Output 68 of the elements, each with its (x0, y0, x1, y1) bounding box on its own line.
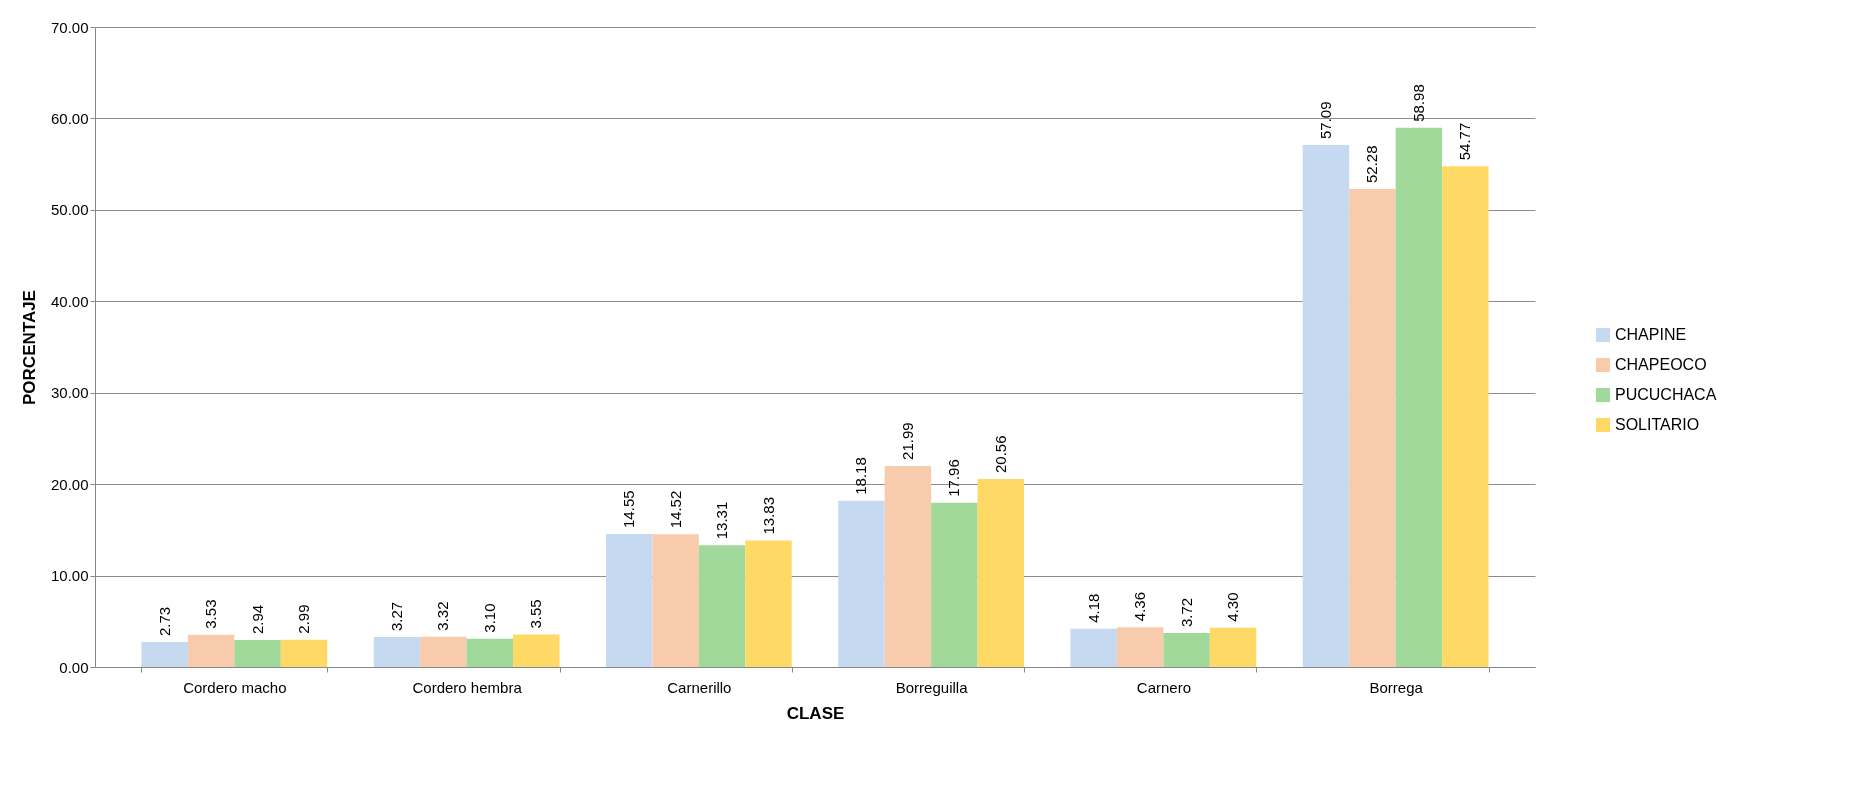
x-tick-label: Borreguilla (895, 678, 969, 696)
data-label: 13.83 (759, 497, 777, 535)
bar (605, 533, 653, 667)
data-label: 3.10 (480, 603, 498, 633)
bar (1442, 166, 1489, 667)
data-label: 2.99 (295, 604, 313, 634)
bar (931, 502, 978, 667)
bar (513, 634, 560, 667)
bar (652, 534, 699, 667)
data-label: 3.72 (1177, 597, 1195, 627)
data-label: 14.55 (620, 490, 638, 528)
y-axis-title: PORCENTAJE (19, 290, 39, 405)
x-tick-label: Cordero hembra (412, 678, 523, 696)
bar (187, 634, 235, 667)
x-tick-label: Carnerillo (667, 678, 732, 696)
bar (1070, 628, 1117, 667)
data-label: 2.94 (248, 604, 266, 635)
y-tick-label: 70.00 (50, 18, 89, 36)
data-label: 4.36 (1131, 591, 1149, 622)
bar (1163, 632, 1210, 667)
data-label: 4.30 (1224, 592, 1242, 622)
bar (420, 636, 467, 667)
y-tick-label: 50.00 (50, 201, 89, 219)
data-label: 21.99 (898, 422, 916, 460)
bar (1395, 127, 1443, 667)
bar (373, 637, 421, 667)
data-label: 54.77 (1456, 122, 1474, 161)
x-tick-label: Cordero macho (183, 678, 287, 696)
bar (234, 640, 281, 667)
data-label: 4.18 (1084, 593, 1102, 623)
legend-label: PUCUCHACA (1615, 386, 1717, 403)
x-tick-label: Borrega (1369, 678, 1424, 696)
bar (745, 540, 792, 667)
data-label: 14.52 (666, 490, 684, 529)
y-tick-label: 10.00 (50, 567, 89, 585)
bar (1349, 189, 1396, 667)
bar (466, 638, 514, 667)
data-label: 58.98 (1409, 84, 1427, 122)
data-label: 3.27 (387, 601, 405, 632)
x-axis-title: CLASE (786, 703, 845, 723)
bar (1209, 627, 1257, 667)
bar (698, 545, 746, 667)
bar (1302, 145, 1350, 667)
y-tick-label: 0.00 (59, 658, 89, 676)
y-tick-label: 30.00 (50, 384, 89, 402)
data-label: 17.96 (945, 459, 963, 497)
data-label: 2.73 (155, 606, 173, 637)
data-label: 3.55 (527, 599, 545, 629)
data-label: 3.32 (434, 601, 452, 631)
data-label: 13.31 (713, 501, 731, 540)
legend-label: SOLITARIO (1615, 416, 1700, 433)
bar (977, 479, 1025, 667)
x-tick-label: Carnero (1136, 678, 1191, 696)
bar (838, 500, 885, 667)
data-label: 57.09 (1316, 101, 1334, 140)
data-label: 18.18 (852, 457, 870, 495)
bar (1116, 627, 1164, 667)
legend-label: CHAPEOCO (1615, 356, 1707, 373)
data-label: 3.53 (202, 599, 220, 629)
data-label: 52.28 (1363, 145, 1381, 184)
bar (280, 639, 328, 667)
y-tick-label: 40.00 (50, 292, 89, 310)
legend-label: CHAPINE (1615, 326, 1687, 343)
y-tick-label: 20.00 (50, 475, 89, 493)
data-label: 20.56 (991, 435, 1009, 474)
bar (884, 465, 932, 667)
bar (141, 642, 188, 667)
y-tick-label: 60.00 (50, 109, 89, 127)
